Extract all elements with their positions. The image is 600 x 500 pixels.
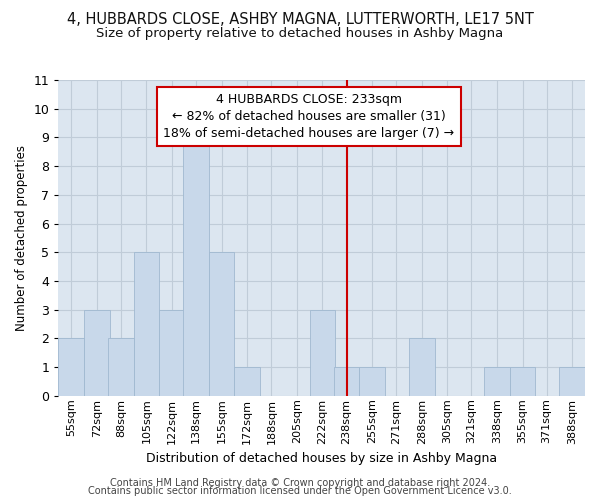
- Bar: [108, 338, 134, 396]
- Bar: [134, 252, 159, 396]
- Text: Contains HM Land Registry data © Crown copyright and database right 2024.: Contains HM Land Registry data © Crown c…: [110, 478, 490, 488]
- Bar: [84, 310, 110, 396]
- Y-axis label: Number of detached properties: Number of detached properties: [15, 145, 28, 331]
- Text: Contains public sector information licensed under the Open Government Licence v3: Contains public sector information licen…: [88, 486, 512, 496]
- Bar: [510, 367, 535, 396]
- Bar: [159, 310, 185, 396]
- Bar: [409, 338, 434, 396]
- Text: 4 HUBBARDS CLOSE: 233sqm
← 82% of detached houses are smaller (31)
18% of semi-d: 4 HUBBARDS CLOSE: 233sqm ← 82% of detach…: [163, 93, 455, 140]
- Bar: [235, 367, 260, 396]
- Text: 4, HUBBARDS CLOSE, ASHBY MAGNA, LUTTERWORTH, LE17 5NT: 4, HUBBARDS CLOSE, ASHBY MAGNA, LUTTERWO…: [67, 12, 533, 28]
- Bar: [484, 367, 510, 396]
- Bar: [559, 367, 585, 396]
- Bar: [209, 252, 235, 396]
- Bar: [359, 367, 385, 396]
- X-axis label: Distribution of detached houses by size in Ashby Magna: Distribution of detached houses by size …: [146, 452, 497, 465]
- Bar: [334, 367, 359, 396]
- Bar: [58, 338, 84, 396]
- Text: Size of property relative to detached houses in Ashby Magna: Size of property relative to detached ho…: [97, 28, 503, 40]
- Bar: [310, 310, 335, 396]
- Bar: [184, 138, 209, 396]
